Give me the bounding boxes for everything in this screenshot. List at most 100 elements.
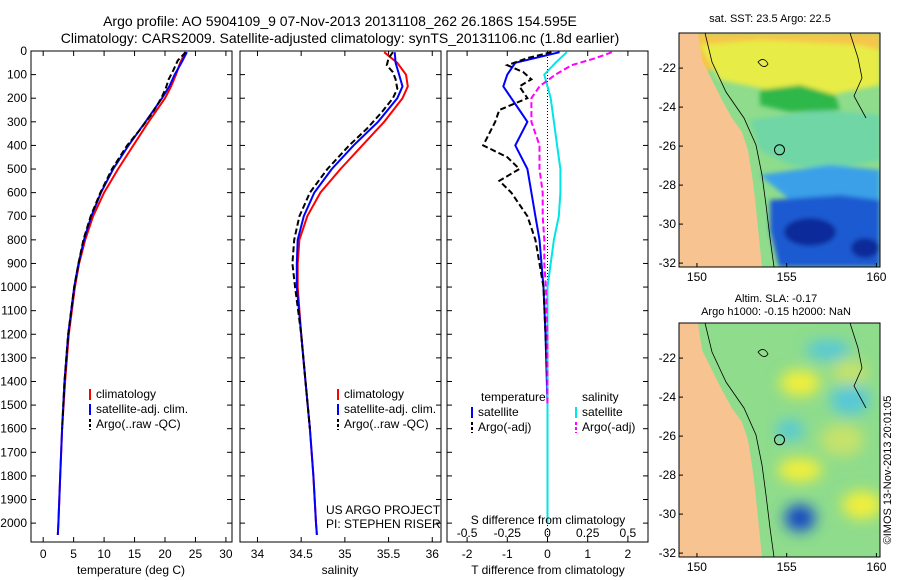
x-tick-label: -1	[502, 547, 513, 561]
sst-cold-core	[784, 218, 836, 246]
temperature-panel: 0 5 10 15 20 25 300100200300400500600700800900…	[0, 44, 233, 577]
sla-map: Altim. SLA: -0.17 Argo h1000: -0.15 h200…	[659, 293, 887, 574]
sla-low-core	[793, 512, 807, 524]
map-y-tick-label: -28	[659, 178, 677, 192]
map-x-tick-label: 150	[687, 270, 707, 284]
salinity-series	[291, 51, 409, 535]
x-tick-label: 25	[189, 547, 203, 561]
series-line-argo-raw-qc-	[291, 51, 399, 429]
pi-credit: PI: STEPHEN RISER	[326, 517, 441, 531]
sst-map-frame	[678, 32, 881, 268]
sla-map-frame	[678, 322, 881, 558]
salinity-plot-frame	[239, 50, 442, 543]
difference-series	[481, 51, 613, 524]
map-y-tick-label: -22	[659, 351, 677, 365]
map-y-tick-label: -32	[659, 546, 677, 560]
s-diff-tick-label: -0.5	[457, 526, 478, 540]
map-x-tick-label: 155	[777, 270, 797, 284]
map-y-tick-label: -26	[659, 139, 677, 153]
legend-entry: Argo(..raw -QC)	[344, 417, 429, 431]
y-tick-label: 800	[7, 233, 27, 247]
s-diff-tick-label: 0.5	[620, 526, 637, 540]
x-tick-label: -2	[462, 547, 473, 561]
legend-entry: climatology	[96, 387, 156, 401]
y-tick-label: 1300	[0, 351, 27, 365]
x-tick-label: 15	[128, 547, 142, 561]
x-tick-label: 0	[544, 547, 551, 561]
x-tick-label: 20	[158, 547, 172, 561]
sla-high-1	[780, 370, 820, 396]
sst-argo-location-marker	[774, 144, 785, 156]
map-y-tick-label: -30	[659, 217, 677, 231]
series-line-temperature-argo-adj-	[481, 51, 552, 429]
map-y-tick-label: -24	[659, 390, 677, 404]
map-y-tick-label: -32	[659, 256, 677, 270]
sst-shelf-contour	[704, 33, 775, 267]
x-tick-label: 34.5	[289, 547, 313, 561]
difference-panel: -2 -1 0 1 2 -0.5 -0.25 0 0.25 0.5 temperature sali…	[446, 50, 649, 577]
sla-map-ticks: 150 155 160 -22 -24 -26 -28 -30 -32	[659, 351, 887, 574]
x-tick-label: 0	[40, 547, 47, 561]
map-y-tick-label: -28	[659, 468, 677, 482]
x-tick-label: 35	[338, 547, 352, 561]
map-x-tick-label: 150	[687, 560, 707, 574]
y-tick-label: 0	[20, 44, 27, 58]
legend-entry: climatology	[344, 387, 404, 401]
project-credit: US ARGO PROJECT	[326, 503, 441, 517]
sst-map-field	[679, 33, 880, 267]
difference-legend: temperature salinitysatelliteArgo(-adj)sa…	[471, 390, 635, 434]
sst-australia-land	[679, 33, 762, 267]
legend-header: salinity	[582, 390, 619, 404]
y-tick-label: 1000	[0, 280, 27, 294]
difference-axis-ticks: -2 -1 0 1 2 -0.5 -0.25 0 0.25 0.5	[447, 50, 648, 561]
y-tick-label: 200	[7, 91, 27, 105]
sst-map-ticks: 150 155 160 -22 -24 -26 -28 -30 -32	[659, 61, 887, 284]
sla-map-title: Altim. SLA: -0.17	[735, 293, 818, 305]
sst-seamount-contour	[849, 33, 867, 119]
s-diff-tick-label: 0.25	[576, 526, 600, 540]
sla-map-subtitle: Argo h1000: -0.15 h2000: NaN	[701, 306, 851, 318]
map-y-tick-label: -26	[659, 429, 677, 443]
y-tick-label: 1700	[0, 445, 27, 459]
y-tick-label: 100	[7, 68, 27, 82]
figure-title-line2: Climatology: CARS2009. Satellite-adjuste…	[61, 30, 619, 46]
sst-island-outline	[757, 59, 769, 67]
s-diff-tick-label: -0.25	[494, 526, 522, 540]
y-tick-label: 1200	[0, 327, 27, 341]
temperature-x-axis-label: temperature (deg C)	[77, 563, 185, 577]
figure-title-line1: Argo profile: AO 5904109_9 07-Nov-2013 2…	[103, 13, 577, 29]
y-tick-label: 2000	[0, 516, 27, 530]
x-tick-label: 30	[219, 547, 233, 561]
x-tick-label: 2	[625, 547, 632, 561]
y-tick-label: 400	[7, 138, 27, 152]
x-tick-label: 34	[251, 547, 265, 561]
y-tick-label: 600	[7, 186, 27, 200]
legend-header: temperature	[481, 390, 546, 404]
series-line-salinity-argo-adj-	[530, 51, 613, 406]
y-tick-label: 1100	[1, 304, 27, 318]
map-x-tick-label: 155	[777, 560, 797, 574]
x-tick-label: 1	[584, 547, 591, 561]
sst-map-title: sat. SST: 23.5 Argo: 22.5	[709, 13, 831, 25]
y-tick-label: 1900	[0, 493, 27, 507]
sla-low-4	[806, 340, 850, 360]
legend-entry: Argo(-adj)	[582, 420, 635, 434]
temperature-series	[56, 51, 188, 535]
x-tick-label: 10	[97, 547, 111, 561]
salinity-x-axis-label: salinity	[322, 563, 359, 577]
sla-map-field	[679, 323, 880, 557]
legend-entry: Argo(..raw -QC)	[96, 417, 181, 431]
sla-high-4	[842, 491, 880, 519]
sst-blue-band	[760, 165, 880, 205]
y-tick-label: 1600	[0, 422, 27, 436]
x-tick-label: 35.5	[377, 547, 401, 561]
s-difference-label: S difference from climatology	[471, 513, 626, 527]
legend-entry: Argo(-adj)	[478, 420, 531, 434]
s-diff-tick-label: 0	[544, 526, 551, 540]
sst-yellow-band	[700, 40, 880, 95]
sst-cold-core-east	[851, 238, 879, 258]
y-tick-label: 1800	[0, 469, 27, 483]
salinity-axis-ticks: 34 34.5 35 35.5 36	[240, 50, 441, 561]
